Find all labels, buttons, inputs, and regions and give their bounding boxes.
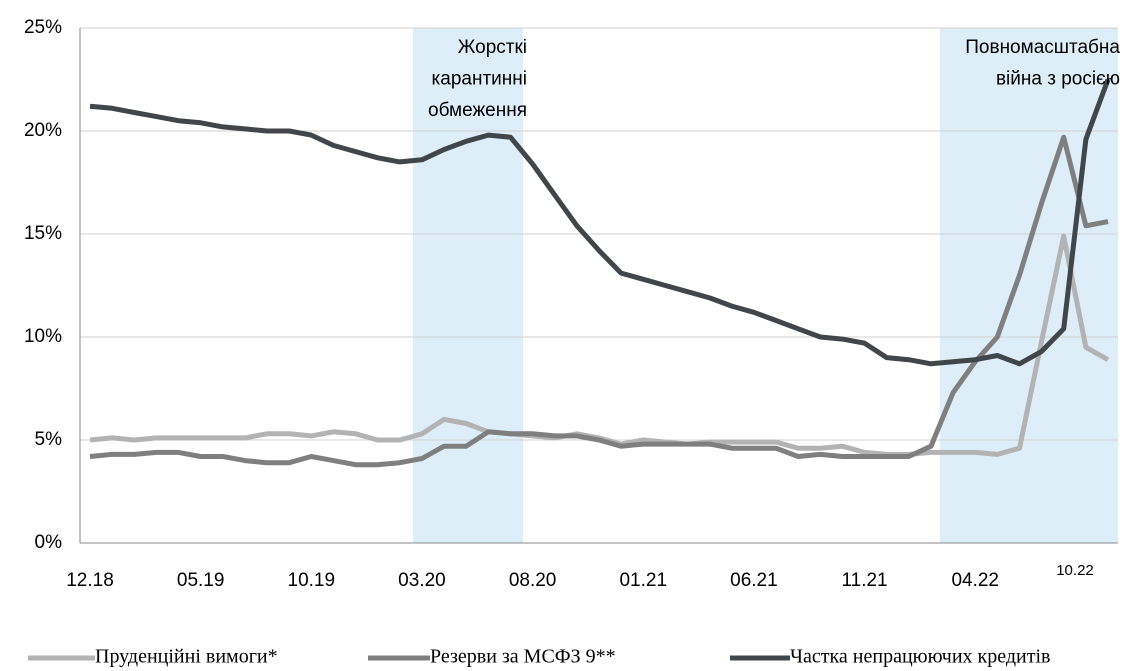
legend-label: Частка непрацюючих кредитів <box>790 646 1050 668</box>
x-tick-label: 01.21 <box>619 570 667 591</box>
legend: Пруденційні вимоги* Резерви за МСФЗ 9** Ча… <box>28 646 1050 668</box>
annotation: війна з росією <box>996 69 1120 90</box>
annotation: Жорсткі <box>458 37 527 58</box>
x-tick-label: 04.22 <box>951 570 999 591</box>
annotation: обмеження <box>428 100 527 121</box>
y-tick-label: 15% <box>24 223 62 244</box>
shaded-period <box>413 28 523 543</box>
x-tick-label: 03.20 <box>398 570 446 591</box>
x-tick-label: 12.18 <box>66 570 114 591</box>
legend-label: Пруденційні вимоги* <box>95 646 278 668</box>
y-tick-label: 5% <box>35 429 63 450</box>
y-tick-label: 25% <box>24 17 62 38</box>
series-line <box>89 78 1111 367</box>
x-tick-label: 10.22 <box>1056 562 1094 579</box>
lines <box>89 78 1111 468</box>
shaded-period <box>940 28 1118 543</box>
y-tick-label: 10% <box>24 326 62 347</box>
x-tick-label: 08.20 <box>509 570 557 591</box>
legend-label: Резерви за МСФЗ 9** <box>430 646 616 668</box>
x-tick-label: 10.19 <box>288 570 336 591</box>
x-tick-label: 05.19 <box>177 570 225 591</box>
annotation: Повномасштабна <box>965 37 1120 58</box>
annotation: карантинні <box>432 69 527 90</box>
y-tick-label: 0% <box>35 532 63 553</box>
x-tick-label: 11.21 <box>841 570 887 591</box>
y-tick-label: 20% <box>24 120 62 141</box>
x-tick-label: 06.21 <box>730 570 778 591</box>
series-line <box>89 134 1109 468</box>
labels: 0% 5% 10% 15% 20% 25% 12.18 05.19 10.19 03.20 08.2… <box>24 17 1120 591</box>
